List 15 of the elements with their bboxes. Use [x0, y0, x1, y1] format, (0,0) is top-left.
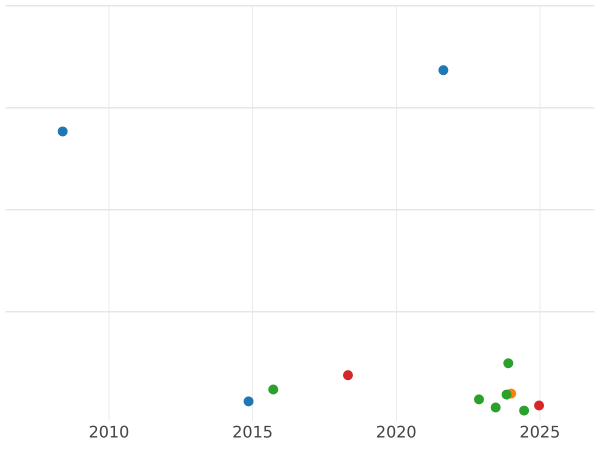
point — [534, 400, 544, 410]
x-tick-label: 2025 — [520, 422, 560, 442]
point — [519, 406, 530, 416]
point — [490, 402, 501, 413]
point — [474, 394, 484, 404]
point — [244, 396, 254, 406]
point — [268, 384, 278, 394]
x-tick-label: 2015 — [232, 422, 273, 442]
point — [58, 126, 68, 136]
point — [342, 370, 353, 380]
x-tick-label: 2010 — [88, 422, 130, 442]
x-tick-label: 2020 — [376, 422, 417, 442]
point — [502, 390, 512, 400]
point — [503, 358, 514, 368]
point — [438, 65, 448, 76]
